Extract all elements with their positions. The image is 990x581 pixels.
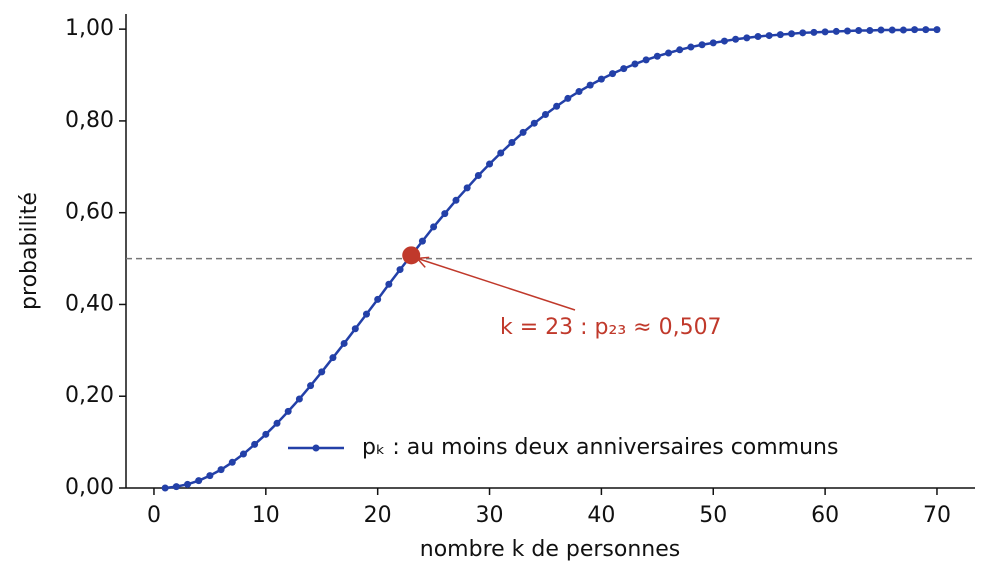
point bbox=[776, 31, 784, 39]
point bbox=[899, 26, 907, 34]
point bbox=[497, 149, 505, 157]
point bbox=[228, 458, 236, 466]
annotation-text: k = 23 : p₂₃ ≈ 0,507 bbox=[500, 315, 722, 340]
x-tick-label: 60 bbox=[811, 503, 839, 528]
point bbox=[452, 196, 460, 204]
point bbox=[687, 43, 695, 51]
y-tick-label: 0,20 bbox=[65, 383, 114, 408]
point bbox=[262, 430, 270, 438]
point bbox=[486, 160, 494, 168]
point bbox=[609, 70, 617, 78]
point bbox=[195, 477, 203, 485]
point bbox=[206, 472, 214, 480]
series-line bbox=[164, 28, 937, 490]
point bbox=[374, 295, 382, 303]
legend-label: pₖ : au moins deux anniversaires communs bbox=[362, 435, 838, 460]
point bbox=[564, 94, 572, 102]
annotation-point bbox=[402, 246, 421, 265]
point bbox=[430, 223, 438, 231]
point bbox=[362, 310, 370, 318]
point bbox=[575, 88, 583, 96]
point bbox=[553, 102, 561, 110]
x-tick-label: 0 bbox=[147, 503, 161, 528]
point bbox=[161, 484, 169, 492]
point bbox=[307, 382, 315, 390]
point bbox=[597, 75, 605, 83]
y-tick-label: 1,00 bbox=[65, 16, 114, 41]
point bbox=[329, 354, 337, 362]
point bbox=[821, 28, 829, 36]
point bbox=[239, 450, 247, 458]
point bbox=[586, 81, 594, 89]
point bbox=[665, 49, 673, 57]
point bbox=[351, 325, 359, 333]
point bbox=[855, 27, 863, 35]
point bbox=[217, 466, 225, 474]
y-tick-label: 0,80 bbox=[65, 108, 114, 133]
point bbox=[832, 27, 840, 35]
point bbox=[295, 395, 303, 403]
point bbox=[720, 37, 728, 45]
point bbox=[172, 483, 180, 491]
point bbox=[418, 237, 426, 245]
x-tick-label: 30 bbox=[476, 503, 504, 528]
point bbox=[843, 27, 851, 35]
x-tick-label: 20 bbox=[364, 503, 392, 528]
point bbox=[754, 32, 762, 40]
point bbox=[799, 29, 807, 37]
x-axis-label: nombre k de personnes bbox=[420, 537, 680, 562]
point bbox=[732, 35, 740, 43]
point bbox=[184, 480, 192, 488]
point bbox=[877, 26, 885, 34]
point bbox=[933, 26, 941, 34]
point bbox=[620, 65, 628, 73]
x-tick-label: 50 bbox=[699, 503, 727, 528]
point bbox=[284, 407, 292, 415]
y-tick-label: 0,00 bbox=[65, 475, 114, 500]
point bbox=[631, 60, 639, 68]
point bbox=[743, 34, 751, 42]
y-tick-label: 0,60 bbox=[65, 200, 114, 225]
point bbox=[463, 184, 471, 192]
annotation-arrow bbox=[417, 257, 576, 311]
y-tick-label: 0,40 bbox=[65, 291, 114, 316]
point bbox=[340, 339, 348, 347]
point bbox=[441, 210, 449, 218]
point bbox=[396, 266, 404, 274]
legend-marker bbox=[312, 444, 320, 452]
point bbox=[922, 26, 930, 34]
point bbox=[765, 32, 773, 40]
y-axis-label: probabilité bbox=[17, 192, 42, 310]
point bbox=[273, 419, 281, 427]
point bbox=[810, 28, 818, 36]
point bbox=[519, 128, 527, 136]
x-tick-label: 40 bbox=[587, 503, 615, 528]
point bbox=[385, 280, 393, 288]
x-tick-label: 10 bbox=[252, 503, 280, 528]
point bbox=[911, 26, 919, 34]
x-tick-label: 70 bbox=[923, 503, 951, 528]
point bbox=[698, 41, 706, 49]
point bbox=[788, 30, 796, 38]
point bbox=[709, 39, 717, 47]
point bbox=[251, 440, 259, 448]
point bbox=[530, 119, 538, 127]
point bbox=[653, 52, 661, 60]
point bbox=[474, 172, 482, 180]
point bbox=[866, 27, 874, 35]
point bbox=[508, 138, 516, 146]
point bbox=[318, 368, 326, 376]
point bbox=[642, 56, 650, 64]
point bbox=[676, 46, 684, 54]
point bbox=[888, 26, 896, 34]
point bbox=[541, 110, 549, 118]
